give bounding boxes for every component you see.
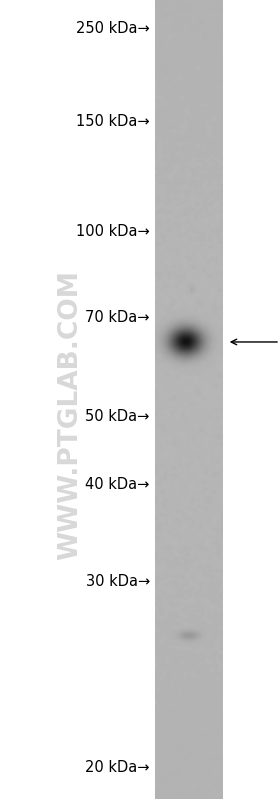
Text: 20 kDa→: 20 kDa→: [85, 760, 150, 774]
Text: 70 kDa→: 70 kDa→: [85, 310, 150, 324]
Text: 30 kDa→: 30 kDa→: [86, 574, 150, 589]
Text: WWW.PTGLAB.COM: WWW.PTGLAB.COM: [57, 271, 83, 560]
Text: 50 kDa→: 50 kDa→: [85, 409, 150, 423]
Text: 40 kDa→: 40 kDa→: [85, 478, 150, 492]
Text: 250 kDa→: 250 kDa→: [76, 22, 150, 36]
Text: 150 kDa→: 150 kDa→: [76, 114, 150, 129]
Text: 100 kDa→: 100 kDa→: [76, 225, 150, 239]
